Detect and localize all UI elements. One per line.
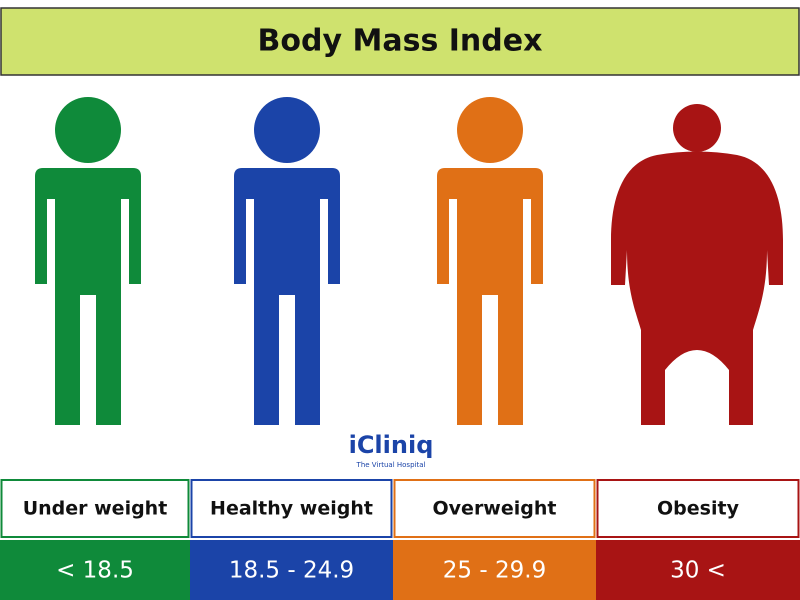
range-cell	[190, 540, 393, 600]
category-range: 30 <	[670, 558, 726, 584]
label-cell	[0, 479, 190, 538]
range-cell	[596, 540, 800, 600]
category-range: 25 - 29.9	[443, 558, 546, 584]
figure-head	[254, 97, 320, 163]
category-label: Under weight	[23, 498, 168, 520]
figure-body	[437, 168, 543, 425]
figure-head	[673, 104, 721, 152]
category-label: Obesity	[657, 498, 740, 520]
title-bar	[0, 7, 800, 76]
category-range: < 18.5	[56, 558, 134, 584]
label-cell	[190, 479, 393, 538]
logo: iCliniq	[349, 431, 434, 459]
figure-head	[55, 97, 121, 163]
label-cell	[596, 479, 800, 538]
category-label: Overweight	[433, 498, 557, 520]
figure-body	[234, 168, 340, 425]
range-cell	[0, 540, 190, 600]
label-cell	[393, 479, 596, 538]
figure-body	[35, 168, 141, 425]
logo-tagline: The Virtual Hospital	[356, 461, 426, 469]
title: Body Mass Index	[258, 24, 543, 59]
figure-head	[457, 97, 523, 163]
category-label: Healthy weight	[210, 498, 373, 520]
range-cell	[393, 540, 596, 600]
figure-body	[611, 151, 783, 425]
category-range: 18.5 - 24.9	[229, 558, 354, 584]
